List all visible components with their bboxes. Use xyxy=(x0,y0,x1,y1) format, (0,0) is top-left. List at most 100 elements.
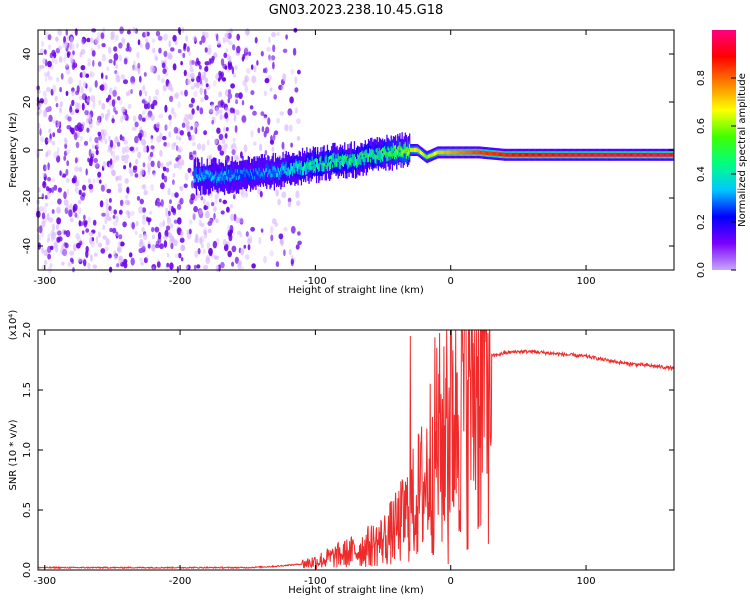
spectrogram-noise-point xyxy=(92,144,96,149)
spectrogram-noise-point xyxy=(87,62,91,67)
spectrogram-noise-point xyxy=(158,160,162,167)
spectrogram-noise-point xyxy=(113,209,117,215)
spectrogram-noise-point xyxy=(247,235,253,243)
spectrogram-noise-point xyxy=(203,205,209,211)
spectrogram-noise-point xyxy=(47,177,51,182)
spectrogram-ridge-cell xyxy=(378,147,380,152)
spectrogram-ridge-cell xyxy=(391,147,393,157)
spectrogram-noise-point xyxy=(145,41,150,50)
spectrogram-noise-point xyxy=(43,260,48,265)
spectrogram-ridge-cell xyxy=(567,152,569,157)
spectrogram-noise-point xyxy=(137,62,141,69)
spectrogram-noise-point xyxy=(149,151,154,158)
spectrogram-noise-point xyxy=(141,117,146,122)
spectrogram-noise-point xyxy=(44,202,49,207)
spectrogram-ridge-cell xyxy=(504,152,506,157)
spectrogram-noise-point xyxy=(203,31,209,39)
spectrogram-ridge-cell xyxy=(280,168,282,178)
spectrogram-noise-point xyxy=(290,68,295,75)
spectrogram-ridge-cell xyxy=(370,149,372,158)
spectrogram-noise-point xyxy=(115,64,119,69)
spectrogram-noise-point xyxy=(248,51,252,57)
spectrogram-noise-point xyxy=(237,261,241,270)
spectrogram-noise-point xyxy=(77,236,82,244)
spectrogram-noise-point xyxy=(243,244,247,249)
spectrogram-noise-point xyxy=(155,30,161,37)
spectrogram-noise-point xyxy=(136,51,140,59)
spectrogram-noise-point xyxy=(65,168,69,176)
spectrogram-noise-point xyxy=(271,55,276,61)
spectrogram-noise-point xyxy=(115,215,119,223)
spectrogram-ridge-cell xyxy=(423,152,425,157)
spectrogram-ridge-cell xyxy=(544,152,546,157)
spectrogram-noise-point xyxy=(208,108,214,113)
snr-background xyxy=(38,330,674,570)
spectrogram-ridge-cell xyxy=(210,177,213,182)
spectrogram-noise-point xyxy=(146,254,149,261)
spectrogram-noise-point xyxy=(240,151,243,159)
spectrogram-noise-point xyxy=(129,162,132,168)
spectrogram-noise-point xyxy=(190,125,193,131)
spectrogram-ridge-cell xyxy=(626,152,628,157)
spectrogram-noise-point xyxy=(203,227,207,235)
spectrogram-ridge-cell xyxy=(496,152,498,156)
spectrogram-ridge-cell xyxy=(240,173,242,182)
spectrogram-ridge-cell xyxy=(540,152,542,157)
spectrogram-ridge-cell xyxy=(279,171,281,175)
spectrogram-ridge-cell xyxy=(195,174,198,178)
spectrogram-noise-point xyxy=(245,67,251,75)
spectrogram-noise-point xyxy=(85,250,89,258)
x-tick-label: -200 xyxy=(169,276,192,287)
spectrogram-noise-point xyxy=(266,46,271,52)
spectrogram-ridge-cell xyxy=(357,153,359,158)
spectrogram-noise-point xyxy=(125,47,130,52)
spectrogram-ridge-cell xyxy=(508,152,510,157)
spectrogram-ridge-cell xyxy=(321,164,323,168)
spectrogram-noise-point xyxy=(165,207,169,213)
spectrogram-noise-point xyxy=(152,47,156,54)
spectrogram-ridge-cell xyxy=(618,152,620,157)
spectrogram-ridge-cell xyxy=(304,164,306,168)
spectrogram-noise-point xyxy=(143,131,147,139)
spectrogram-ridge-cell xyxy=(393,150,396,160)
spectrogram-ridge-cell xyxy=(648,152,650,157)
spectrogram-ridge-cell xyxy=(285,171,287,175)
spectrogram-noise-point xyxy=(174,92,179,99)
spectrogram-ridge-cell xyxy=(275,173,278,177)
spectrogram-noise-point xyxy=(165,167,170,173)
spectrogram-ridge-cell xyxy=(364,158,366,163)
spectrogram-noise-point xyxy=(71,259,74,264)
spectrogram-noise-point xyxy=(89,120,93,129)
spectrogram-noise-point xyxy=(123,139,128,145)
spectrogram-noise-point xyxy=(51,187,55,193)
spectrogram-ridge-cell xyxy=(596,152,598,157)
spectrogram-ridge-cell xyxy=(234,172,237,182)
spectrogram-noise-point xyxy=(178,252,182,259)
spectrogram-noise-point xyxy=(83,140,89,146)
spectrogram-noise-point xyxy=(178,146,183,153)
spectrogram-ridge-cell xyxy=(278,158,280,176)
spectrogram-noise-point xyxy=(172,208,177,216)
spectrogram-ridge-cell xyxy=(282,166,284,170)
spectrogram-ridge-cell xyxy=(555,152,557,157)
spectrogram-ridge-cell xyxy=(459,150,462,155)
spectrogram-ridge-cell xyxy=(364,149,366,159)
spectrogram-noise-point xyxy=(112,89,117,97)
spectrogram-noise-point xyxy=(244,84,249,93)
spectrogram-noise-point xyxy=(172,179,175,185)
spectrogram-noise-point xyxy=(157,74,161,81)
spectrogram-ridge-cell xyxy=(288,157,291,175)
spectrogram-noise-point xyxy=(74,212,78,218)
spectrogram-ridge-cell xyxy=(378,151,380,161)
spectrogram-ridge-cell xyxy=(202,174,204,179)
spectrogram-noise-point xyxy=(184,172,189,181)
spectrogram-noise-point xyxy=(157,231,162,240)
spectrogram-noise-point xyxy=(176,161,180,169)
spectrogram-noise-point xyxy=(234,125,238,133)
spectrogram-ridge-cell xyxy=(268,170,270,175)
spectrogram-noise-point xyxy=(232,137,236,142)
spectrogram-ridge-cell xyxy=(653,152,655,157)
spectrogram-ridge-cell xyxy=(479,150,481,155)
spectrogram-noise-point xyxy=(204,231,208,239)
